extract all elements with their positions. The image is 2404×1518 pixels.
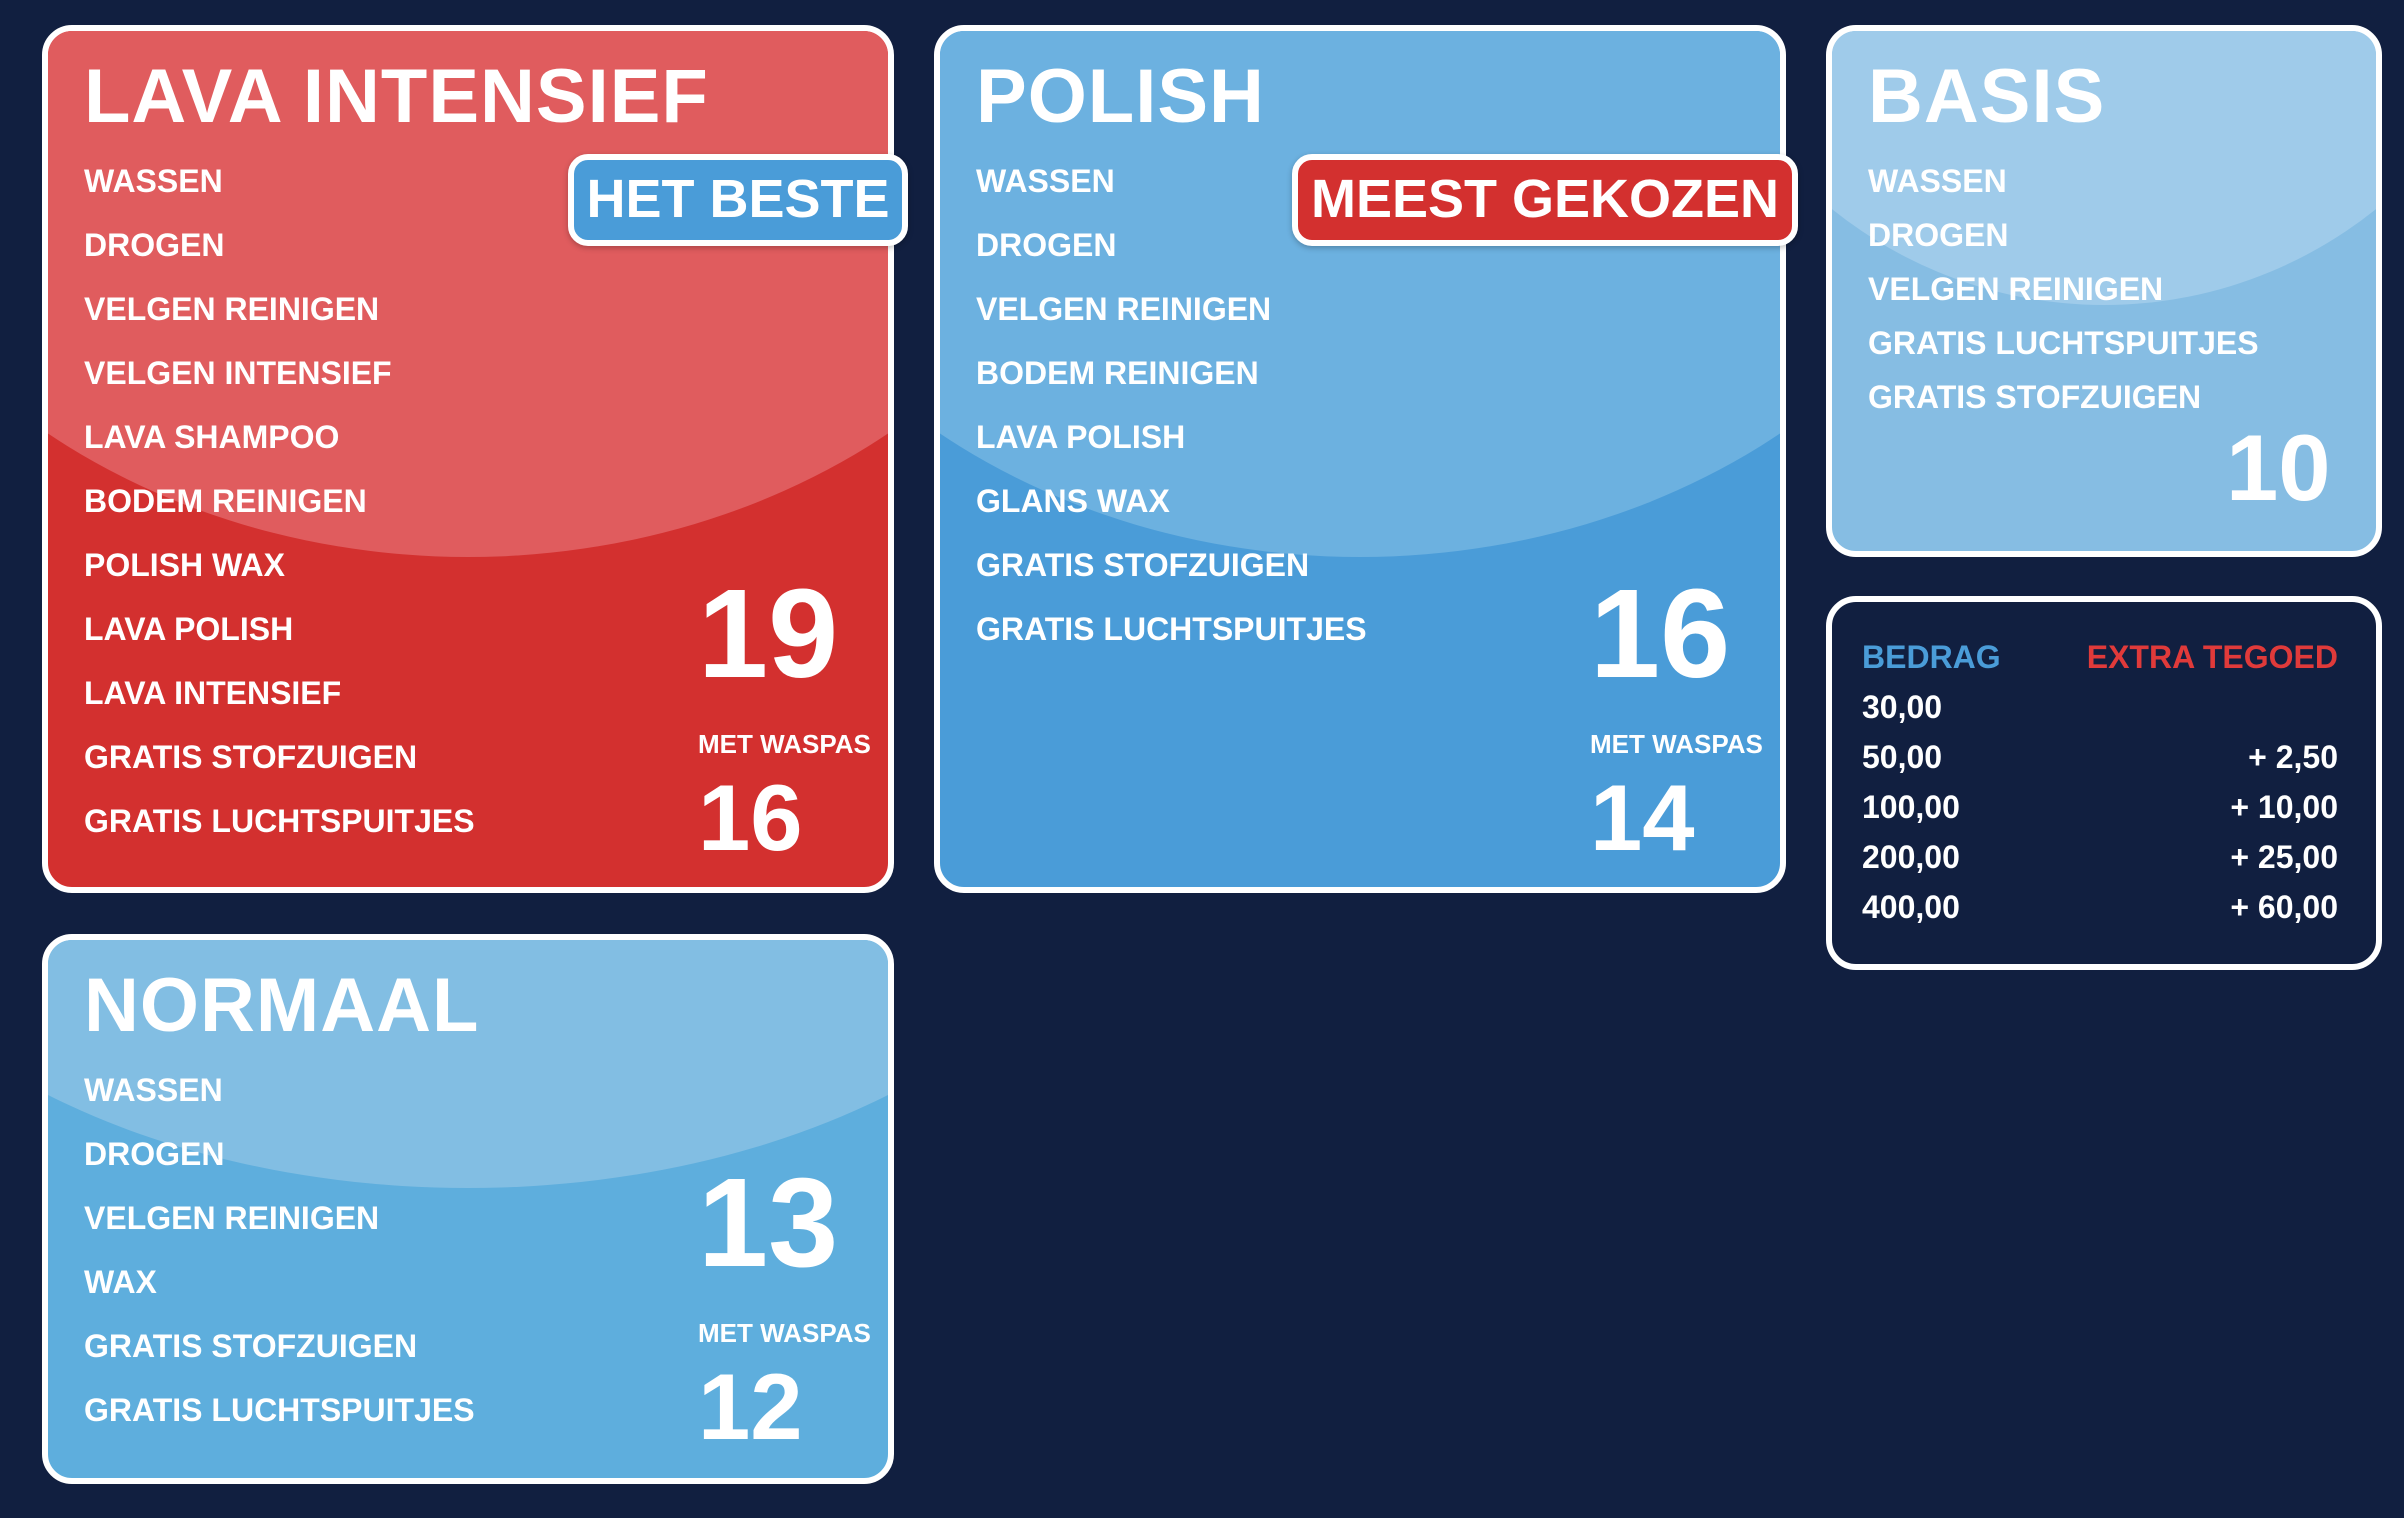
price-value: 16 (1590, 563, 1731, 704)
card-gloss (48, 940, 888, 1188)
tariff-table: BEDRAG EXTRA TEGOED 30,00 50,00 + 2,50 1… (1862, 632, 2338, 932)
amount-cell: 50,00 (1862, 738, 1943, 775)
card-gloss (940, 31, 1780, 557)
table-row: 50,00 + 2,50 (1862, 732, 2338, 782)
waspas-tariff-card: BEDRAG EXTRA TEGOED 30,00 50,00 + 2,50 1… (1826, 596, 2382, 970)
feature-item: VELGEN REINIGEN (976, 291, 1272, 327)
extra-cell: + 2,50 (2248, 738, 2338, 775)
extra-cell: + 60,00 (2230, 888, 2338, 925)
program-title: BASIS (1868, 54, 2106, 139)
amount-cell: 400,00 (1862, 888, 1960, 925)
feature-item: GRATIS STOFZUIGEN (1868, 379, 2202, 415)
feature-item: POLISH WAX (84, 547, 285, 583)
feature-item: LAVA SHAMPOO (84, 419, 340, 455)
feature-item: VELGEN INTENSIEF (84, 355, 392, 391)
header-extra-tegoed: EXTRA TEGOED (2086, 638, 2338, 675)
feature-list: WASSEN DROGEN VELGEN REINIGEN GRATIS LUC… (1868, 161, 2259, 417)
waspas-price: 14 (1590, 765, 1695, 870)
price-value: 19 (698, 563, 839, 704)
feature-item: VELGEN REINIGEN (1868, 271, 2164, 307)
card-gloss (48, 31, 888, 557)
extra-cell: + 10,00 (2230, 788, 2338, 825)
feature-item: DROGEN (84, 1136, 225, 1172)
feature-item: WASSEN (84, 1072, 223, 1108)
table-row: 30,00 (1862, 682, 2338, 732)
price-value: 13 (698, 1152, 839, 1293)
feature-list: WASSEN DROGEN VELGEN REINIGEN WAX GRATIS… (84, 1070, 475, 1430)
program-title: POLISH (976, 54, 1265, 139)
feature-item: GRATIS STOFZUIGEN (84, 1328, 418, 1364)
waspas-label: MET WASPAS (1590, 729, 1763, 759)
feature-item: GRATIS LUCHTSPUITJES (84, 803, 475, 839)
extra-cell (2031, 682, 2338, 732)
amount-cell: 200,00 (1862, 838, 1960, 875)
feature-list: WASSEN DROGEN VELGEN REINIGEN BODEM REIN… (976, 161, 1367, 649)
feature-item: LAVA POLISH (976, 419, 1186, 455)
feature-item: DROGEN (84, 227, 225, 263)
feature-item: GRATIS LUCHTSPUITJES (976, 611, 1367, 647)
waspas-label: MET WASPAS (698, 729, 871, 759)
badge-meest-gekozen: MEEST GEKOZEN (1292, 154, 1798, 246)
program-card-basis: BASIS WASSEN DROGEN VELGEN REINIGEN GRAT… (1826, 25, 2382, 557)
waspas-price: 12 (698, 1354, 803, 1459)
feature-item: GRATIS LUCHTSPUITJES (1868, 325, 2259, 361)
amount-cell: 100,00 (1862, 788, 1960, 825)
header-bedrag: BEDRAG (1862, 638, 2001, 675)
feature-item: LAVA INTENSIEF (84, 675, 342, 711)
feature-item: GLANS WAX (976, 483, 1170, 519)
table-row: 400,00 + 60,00 (1862, 882, 2338, 932)
feature-item: WASSEN (84, 163, 223, 199)
feature-item: WASSEN (1868, 163, 2007, 199)
table-row: 200,00 + 25,00 (1862, 832, 2338, 882)
waspas-label: MET WASPAS (698, 1318, 871, 1348)
feature-item: DROGEN (976, 227, 1117, 263)
feature-item: WAX (84, 1264, 157, 1300)
card-gloss (1832, 31, 2376, 305)
feature-item: DROGEN (1868, 217, 2009, 253)
feature-item: GRATIS STOFZUIGEN (84, 739, 418, 775)
feature-item: WASSEN (976, 163, 1115, 199)
feature-item: GRATIS LUCHTSPUITJES (84, 1392, 475, 1428)
badge-het-beste: HET BESTE (568, 154, 908, 246)
table-header-row: BEDRAG EXTRA TEGOED (1862, 632, 2338, 682)
extra-cell: + 25,00 (2230, 838, 2338, 875)
feature-item: VELGEN REINIGEN (84, 291, 380, 327)
feature-list: WASSEN DROGEN VELGEN REINIGEN VELGEN INT… (84, 161, 475, 841)
feature-item: BODEM REINIGEN (976, 355, 1259, 391)
program-title: NORMAAL (84, 963, 480, 1048)
program-card-normaal: NORMAAL WASSEN DROGEN VELGEN REINIGEN WA… (42, 934, 894, 1484)
amount-cell: 30,00 (1862, 688, 1943, 725)
price-value: 10 (2226, 415, 2331, 520)
feature-item: VELGEN REINIGEN (84, 1200, 380, 1236)
table-row: 100,00 + 10,00 (1862, 782, 2338, 832)
feature-item: LAVA POLISH (84, 611, 294, 647)
waspas-price: 16 (698, 765, 803, 870)
feature-item: GRATIS STOFZUIGEN (976, 547, 1310, 583)
feature-item: BODEM REINIGEN (84, 483, 367, 519)
program-title: LAVA INTENSIEF (84, 54, 709, 139)
